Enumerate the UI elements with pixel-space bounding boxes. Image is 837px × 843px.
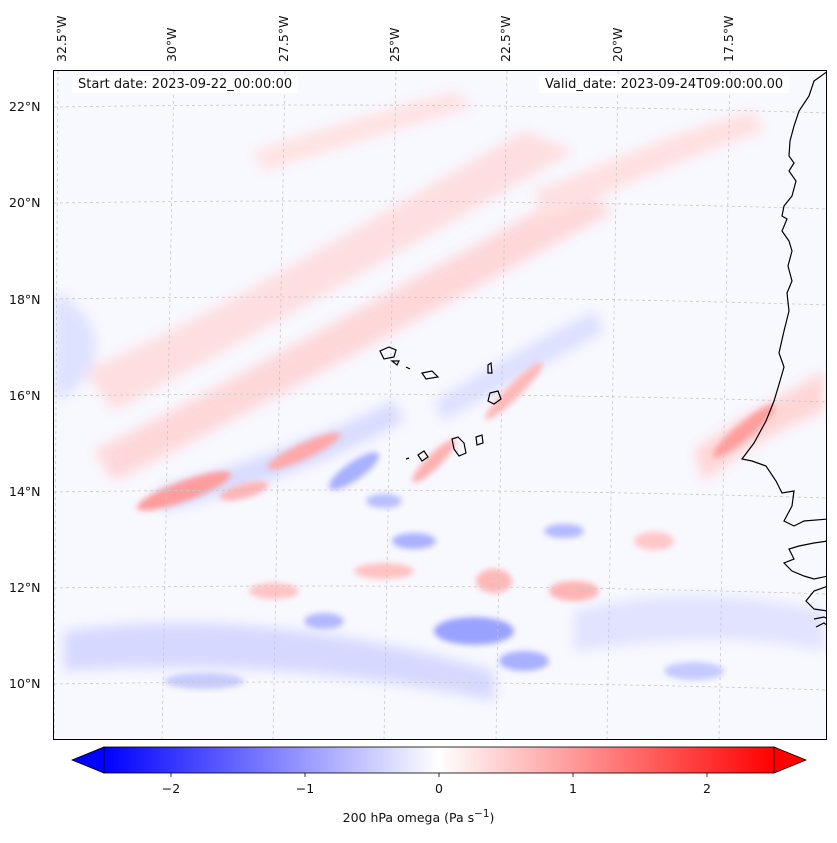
colorbar-label-end: ) xyxy=(489,810,495,826)
colorbar-tick-0: 0 xyxy=(435,781,443,796)
colorbar-label-exponent: −1 xyxy=(474,808,490,820)
colorbar-tick-1: 1 xyxy=(569,781,577,796)
map-panel[interactable] xyxy=(53,70,827,740)
lat-label-16n: 16°N xyxy=(9,388,41,403)
omega-field xyxy=(54,71,826,739)
colorbar-label-text: 200 hPa omega (Pa s xyxy=(342,810,475,826)
lat-label-10n: 10°N xyxy=(9,676,41,691)
lat-label-12n: 12°N xyxy=(9,580,41,595)
valid-date-label: Valid_date: 2023-09-24T09:00:00.00 xyxy=(539,76,790,93)
lat-label-20n: 20°N xyxy=(9,195,41,210)
lon-label-27.5w: 27.5°W xyxy=(276,15,291,62)
colorbar-gradient xyxy=(103,746,775,774)
lon-label-17.5w: 17.5°W xyxy=(721,15,736,62)
lon-label-25w: 25°W xyxy=(387,27,402,62)
coastline-cape-verde xyxy=(379,346,502,462)
lon-label-30w: 30°W xyxy=(164,27,179,62)
lon-label-22.5w: 22.5°W xyxy=(498,15,513,62)
colorbar-label: 200 hPa omega (Pa s−1) xyxy=(0,808,837,825)
colorbar-tick-marks xyxy=(170,773,708,777)
omega-background-bands xyxy=(54,91,824,701)
colorbar xyxy=(0,740,837,839)
graticule xyxy=(54,71,826,739)
colorbar-tick-2: 2 xyxy=(703,781,711,796)
lon-label-32.5w: 32.5°W xyxy=(54,15,69,62)
omega-strong-features xyxy=(136,362,776,689)
coastline-africa xyxy=(740,71,826,628)
colorbar-tick--2: −2 xyxy=(161,781,181,796)
colorbar-max-extend xyxy=(773,746,808,774)
colorbar-graphic xyxy=(70,746,808,777)
colorbar-tick--1: −1 xyxy=(295,781,315,796)
lat-label-14n: 14°N xyxy=(9,484,41,499)
lon-label-20w: 20°W xyxy=(610,27,625,62)
lat-label-18n: 18°N xyxy=(9,292,41,307)
start-date-label: Start date: 2023-09-22_00:00:00 xyxy=(72,76,299,93)
colorbar-min-extend xyxy=(70,746,105,774)
lat-label-22n: 22°N xyxy=(9,99,41,114)
